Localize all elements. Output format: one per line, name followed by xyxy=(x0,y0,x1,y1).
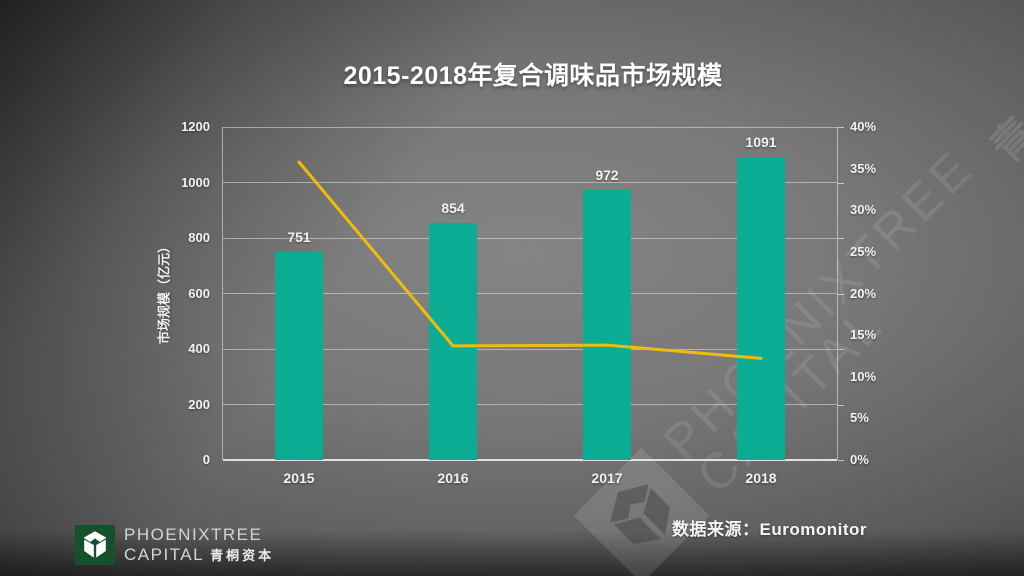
right-axis-tick xyxy=(838,404,844,406)
gridline xyxy=(223,459,837,461)
left-axis-tick-label: 800 xyxy=(188,230,210,245)
bar-value-label: 751 xyxy=(287,228,311,245)
gridline xyxy=(223,404,837,405)
x-axis-label: 2017 xyxy=(591,470,623,486)
logo-line2: CAPITAL xyxy=(124,544,205,564)
right-axis-tick xyxy=(838,127,844,128)
right-axis-tick xyxy=(838,182,844,184)
chart-title: 2015-2018年复合调味品市场规模 xyxy=(343,62,723,90)
bar-value-label: 972 xyxy=(595,167,619,184)
bar-2015 xyxy=(275,251,323,460)
phoenixtree-logo-icon xyxy=(75,525,115,565)
right-axis-tick-label: 10% xyxy=(850,368,877,384)
right-axis-tick-label: 15% xyxy=(850,327,877,343)
logo-line2-cn: 青桐资本 xyxy=(210,547,275,563)
right-axis-tick-label: 0% xyxy=(850,452,869,467)
data-source-note: 数据来源：Euromonitor xyxy=(672,520,867,539)
logo-text: PHOENIXTREE CAPITAL 青桐资本 xyxy=(124,525,274,565)
gridline xyxy=(223,126,837,128)
bar-value-label: 1091 xyxy=(745,134,777,151)
right-axis-tick xyxy=(838,238,844,239)
left-axis-tick-label: 0 xyxy=(202,452,210,467)
right-axis-tick xyxy=(838,293,844,295)
right-axis-tick-label: 25% xyxy=(850,243,877,259)
bar-2016 xyxy=(429,223,477,460)
logo-line1: PHOENIXTREE xyxy=(124,525,263,545)
bar-2017 xyxy=(583,190,631,460)
left-axis-tick-label: 200 xyxy=(188,396,210,412)
left-axis-tick-label: 400 xyxy=(188,341,210,356)
x-axis-label: 2016 xyxy=(437,470,469,486)
right-axis-tick-label: 20% xyxy=(850,285,877,301)
left-axis-tick-label: 1000 xyxy=(181,174,210,190)
right-axis-tick xyxy=(838,349,844,350)
footer-logo: PHOENIXTREE CAPITAL 青桐资本 xyxy=(75,525,274,565)
right-axis-tick xyxy=(838,460,844,461)
bar-2018 xyxy=(737,157,785,460)
right-axis-tick-label: 40% xyxy=(850,119,877,134)
left-axis-tick-label: 1200 xyxy=(181,119,210,134)
right-axis-tick-label: 5% xyxy=(850,410,869,426)
right-axis-tick-label: 30% xyxy=(850,202,877,218)
x-axis-label: 2015 xyxy=(283,470,315,486)
right-axis-tick-label: 35% xyxy=(850,160,877,176)
bar-value-label: 854 xyxy=(441,200,465,216)
left-axis-tick-label: 600 xyxy=(188,285,210,301)
x-axis-label: 2018 xyxy=(745,470,777,486)
